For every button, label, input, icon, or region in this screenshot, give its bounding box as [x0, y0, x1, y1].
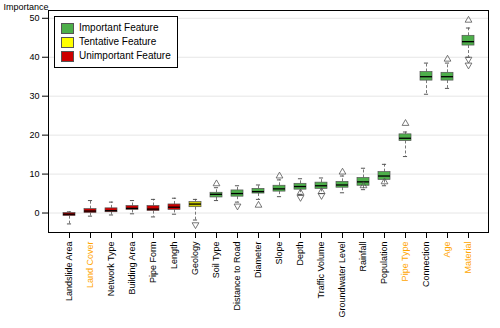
svg-text:Rainfall: Rainfall: [358, 242, 368, 272]
svg-text:Pipe Type: Pipe Type: [400, 242, 410, 282]
svg-text:Importance: Importance: [4, 2, 49, 12]
svg-text:Connection: Connection: [421, 242, 431, 288]
html-text:Important Feature: Important Feature: [79, 22, 159, 33]
svg-text:Building Area: Building Area: [127, 242, 137, 295]
svg-text:Soil Type: Soil Type: [211, 242, 221, 279]
svg-text:Traffic Volume: Traffic Volume: [316, 242, 326, 299]
svg-text:0: 0: [34, 208, 39, 218]
svg-text:Landslide Area: Landslide Area: [64, 242, 74, 302]
svg-text:40: 40: [29, 52, 39, 62]
svg-text:Groundwater Level: Groundwater Level: [337, 242, 347, 318]
svg-text:20: 20: [29, 130, 39, 140]
html-text:Unimportant Feature: Unimportant Feature: [79, 50, 171, 61]
svg-text:Material: Material: [463, 242, 473, 274]
svg-text:Length: Length: [169, 242, 179, 270]
svg-text:Distance to Road: Distance to Road: [232, 242, 242, 311]
svg-text:Land Cover: Land Cover: [85, 241, 95, 288]
html-text:Tentative Feature: Tentative Feature: [79, 36, 157, 47]
svg-text:30: 30: [29, 91, 39, 101]
svg-text:10: 10: [29, 169, 39, 179]
svg-text:Slope: Slope: [274, 242, 284, 265]
svg-text:Network Type: Network Type: [106, 242, 116, 297]
svg-text:50: 50: [29, 13, 39, 23]
svg-text:Population: Population: [379, 242, 389, 285]
svg-text:Age: Age: [442, 242, 452, 258]
svg-text:Geology: Geology: [190, 241, 200, 275]
svg-text:Diameter: Diameter: [253, 242, 263, 279]
svg-text:Depth: Depth: [295, 242, 305, 266]
svg-text:Pipe Form: Pipe Form: [148, 242, 158, 284]
